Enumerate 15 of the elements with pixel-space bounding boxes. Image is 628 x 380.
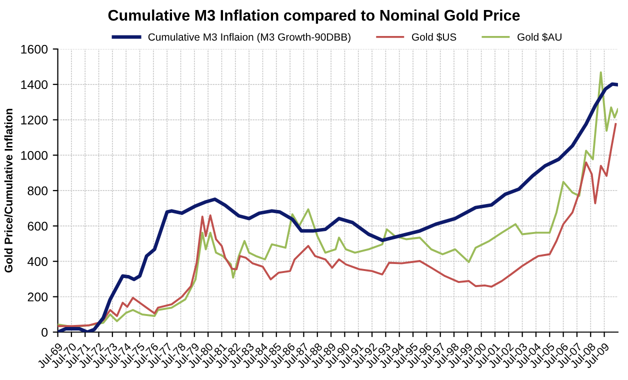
y-tick-label: 1600: [21, 44, 48, 54]
chart-title: Cumulative M3 Inflation compared to Nominal Gold Price: [108, 10, 520, 24]
y-axis-title: Gold Price/Cumulative Inflation: [4, 108, 13, 273]
y-tick-label: 0: [42, 328, 48, 337]
y-tick-label: 1400: [21, 80, 48, 90]
y-tick-label: 1000: [21, 150, 48, 160]
legend-label: Gold $AU: [518, 32, 562, 42]
legend-label: Gold $US: [412, 32, 456, 42]
y-tick-label: 1200: [21, 116, 48, 124]
y-tick-label: 200: [28, 292, 48, 302]
y-tick-label: 400: [27, 257, 48, 266]
legend-label: Cumulative M3 Inflaion (M3 Growth-90DBB): [148, 33, 350, 43]
y-tick-label: 600: [28, 222, 48, 231]
line-series: [58, 123, 617, 328]
y-tick-label: 800: [28, 186, 48, 196]
